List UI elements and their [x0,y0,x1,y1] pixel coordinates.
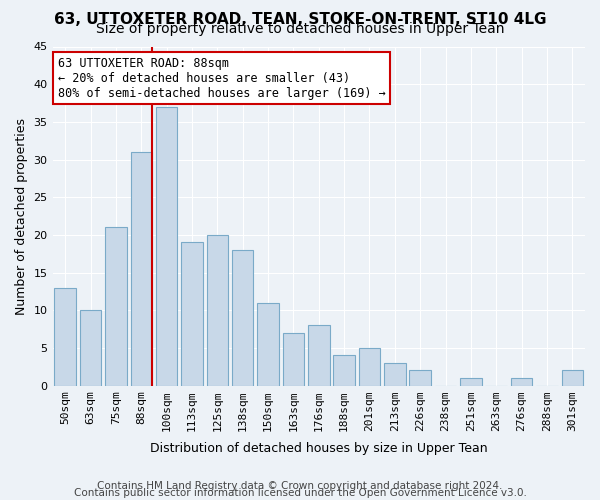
Bar [105,228,127,386]
Y-axis label: Number of detached properties: Number of detached properties [15,118,28,314]
Text: 63 UTTOXETER ROAD: 88sqm
← 20% of detached houses are smaller (43)
80% of semi-d: 63 UTTOXETER ROAD: 88sqm ← 20% of detach… [58,56,386,100]
Bar [334,356,355,386]
X-axis label: Distribution of detached houses by size in Upper Tean: Distribution of detached houses by size … [150,442,488,455]
Bar [283,333,304,386]
Bar [460,378,482,386]
Text: 63, UTTOXETER ROAD, TEAN, STOKE-ON-TRENT, ST10 4LG: 63, UTTOXETER ROAD, TEAN, STOKE-ON-TRENT… [54,12,546,28]
Bar [257,302,279,386]
Bar [80,310,101,386]
Bar [384,363,406,386]
Bar [156,107,178,386]
Bar [359,348,380,386]
Bar [409,370,431,386]
Bar [206,235,228,386]
Bar [562,370,583,386]
Text: Size of property relative to detached houses in Upper Tean: Size of property relative to detached ho… [96,22,504,36]
Bar [308,326,329,386]
Bar [131,152,152,386]
Text: Contains HM Land Registry data © Crown copyright and database right 2024.: Contains HM Land Registry data © Crown c… [97,481,503,491]
Text: Contains public sector information licensed under the Open Government Licence v3: Contains public sector information licen… [74,488,526,498]
Bar [55,288,76,386]
Bar [511,378,532,386]
Bar [232,250,253,386]
Bar [181,242,203,386]
